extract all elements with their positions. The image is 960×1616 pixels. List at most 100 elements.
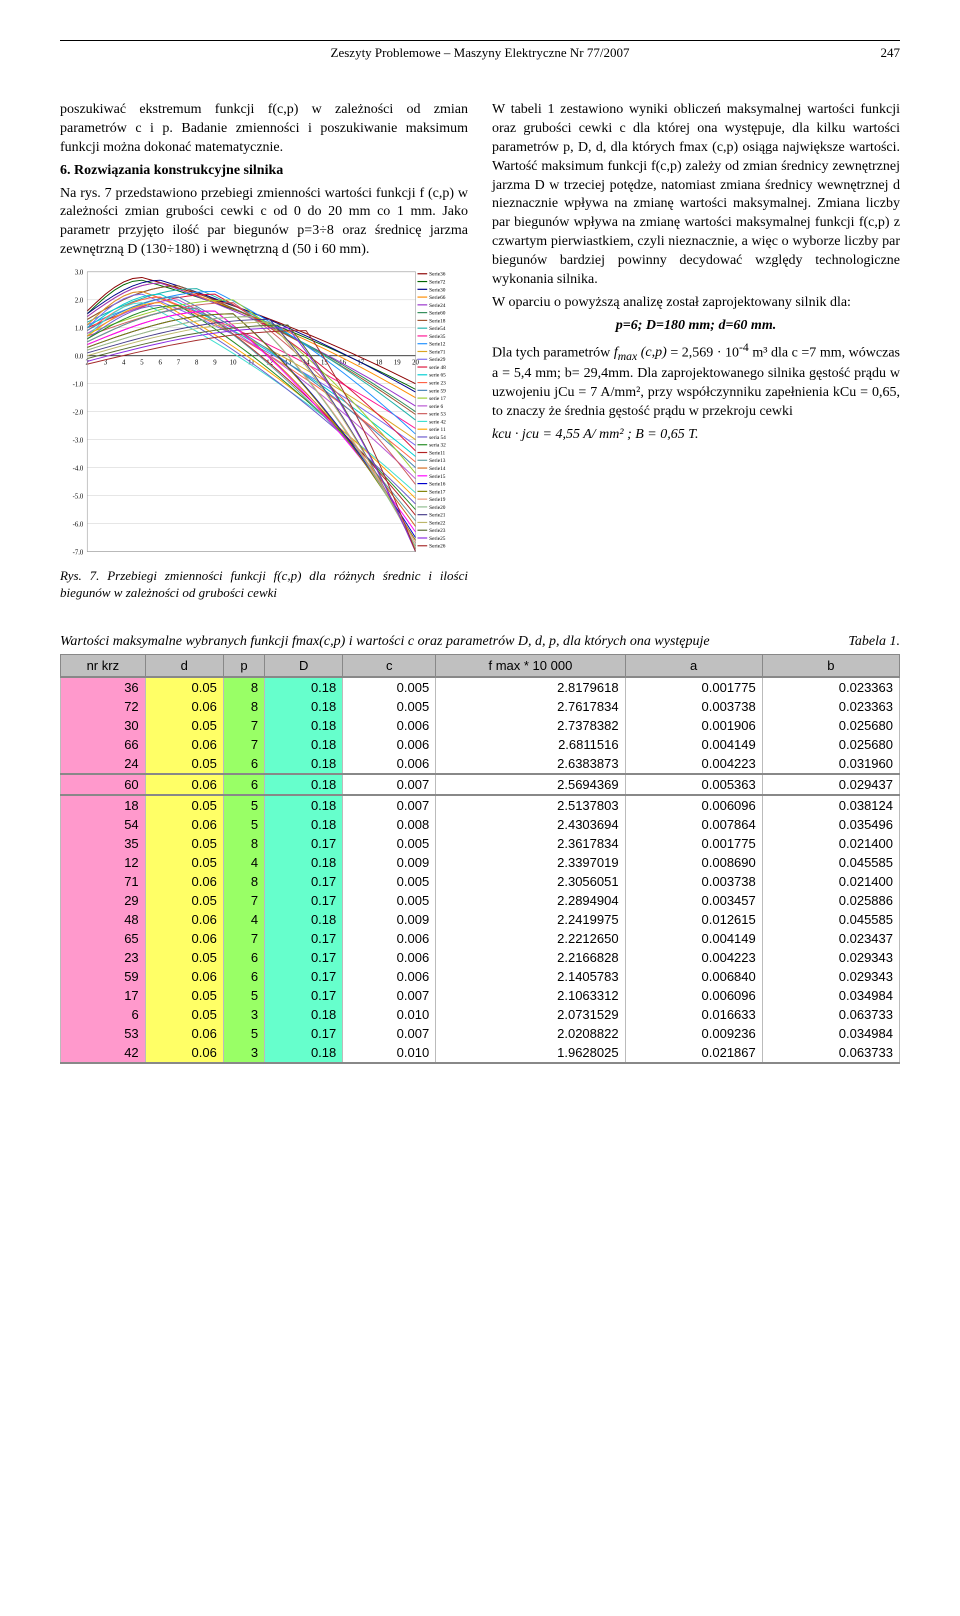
table-row: 240.0560.180.0062.63838730.0042230.03196… [61, 754, 900, 774]
table-cell: 0.029437 [762, 774, 899, 795]
table-cell: 2.0731529 [436, 1005, 625, 1024]
table-cell: 0.009 [343, 910, 436, 929]
svg-text:Serie18: Serie18 [429, 318, 446, 324]
svg-text:2.0: 2.0 [75, 298, 84, 305]
table-cell: 0.06 [145, 967, 223, 986]
table-cell: 42 [61, 1043, 146, 1063]
svg-text:serie 48: serie 48 [429, 365, 446, 371]
table-row: 170.0550.170.0072.10633120.0060960.03498… [61, 986, 900, 1005]
table-col-header: p [223, 655, 264, 678]
table-cell: 0.023437 [762, 929, 899, 948]
table-cell: 0.05 [145, 1005, 223, 1024]
svg-text:Serie20: Serie20 [429, 505, 446, 511]
svg-text:Serie29: Serie29 [429, 357, 446, 363]
table-cell: 0.016633 [625, 1005, 762, 1024]
table-cell: 7 [223, 929, 264, 948]
svg-text:1.0: 1.0 [75, 326, 84, 333]
table-cell: 0.05 [145, 677, 223, 697]
section-6-heading: 6. Rozwiązania konstrukcyjne silnika [60, 162, 468, 181]
right-column: W tabeli 1 zestawiono wyniki obliczeń ma… [492, 101, 900, 606]
table-cell: 0.18 [265, 697, 343, 716]
table-cell: 0.007 [343, 774, 436, 795]
table-row: 650.0670.170.0062.22126500.0041490.02343… [61, 929, 900, 948]
svg-text:Serie19: Serie19 [429, 497, 446, 503]
svg-text:8: 8 [195, 360, 199, 367]
table-cell: 0.18 [265, 735, 343, 754]
svg-text:3.0: 3.0 [75, 270, 84, 277]
table-cell: 0.029343 [762, 948, 899, 967]
table-cell: 4 [223, 910, 264, 929]
table-cell: 0.034984 [762, 986, 899, 1005]
svg-text:serie 59: serie 59 [429, 388, 446, 394]
svg-text:serie 17: serie 17 [429, 396, 446, 402]
table-cell: 66 [61, 735, 146, 754]
table-cell: 29 [61, 891, 146, 910]
svg-text:Serie30: Serie30 [429, 287, 446, 293]
table-cell: 24 [61, 754, 146, 774]
svg-text:Serie23: Serie23 [429, 528, 446, 534]
table-cell: 5 [223, 1024, 264, 1043]
table-col-header: D [265, 655, 343, 678]
table-cell: 0.06 [145, 697, 223, 716]
page-number: 247 [881, 45, 901, 61]
table-cell: 12 [61, 853, 146, 872]
table-cell: 2.3617834 [436, 834, 625, 853]
table-cell: 0.038124 [762, 795, 899, 815]
svg-text:serie 53: serie 53 [429, 412, 446, 418]
svg-text:-4.0: -4.0 [73, 466, 84, 473]
table-cell: 0.006 [343, 948, 436, 967]
svg-text:Serie13: Serie13 [429, 458, 446, 464]
right-p2: W oparciu o powyższą analizę został zapr… [492, 294, 900, 313]
figure-7-chart: -7.0-6.0-5.0-4.0-3.0-2.0-1.00.01.02.03.0… [60, 266, 468, 564]
table-cell: 72 [61, 697, 146, 716]
table-cell: 2.8179618 [436, 677, 625, 697]
svg-text:serie 65: serie 65 [429, 373, 446, 379]
table-cell: 17 [61, 986, 146, 1005]
table-cell: 0.004149 [625, 929, 762, 948]
svg-text:seria 32: seria 32 [429, 443, 446, 449]
table-cell: 30 [61, 716, 146, 735]
svg-text:6: 6 [158, 360, 162, 367]
table-cell: 0.003738 [625, 697, 762, 716]
table-cell: 7 [223, 716, 264, 735]
svg-text:10: 10 [230, 360, 237, 367]
table-cell: 0.001906 [625, 716, 762, 735]
table-row: 120.0540.180.0092.33970190.0086900.04558… [61, 853, 900, 872]
table-cell: 35 [61, 834, 146, 853]
svg-text:Serie25: Serie25 [429, 536, 446, 542]
table-row: 290.0570.170.0052.28949040.0034570.02588… [61, 891, 900, 910]
svg-text:-6.0: -6.0 [73, 522, 84, 529]
svg-text:18: 18 [376, 360, 383, 367]
svg-text:serie 11: serie 11 [429, 427, 446, 433]
table-cell: 54 [61, 815, 146, 834]
table-cell: 3 [223, 1005, 264, 1024]
table-cell: 0.009236 [625, 1024, 762, 1043]
svg-text:Serie22: Serie22 [429, 521, 446, 527]
table-cell: 0.001775 [625, 677, 762, 697]
table-cell: 0.009 [343, 853, 436, 872]
table-cell: 6 [61, 1005, 146, 1024]
svg-text:Serie54: Serie54 [429, 326, 446, 332]
table-cell: 0.025886 [762, 891, 899, 910]
table-cell: 0.006 [343, 754, 436, 774]
table-cell: 2.2212650 [436, 929, 625, 948]
left-p2: Na rys. 7 przedstawiono przebiegi zmienn… [60, 185, 468, 261]
table-cell: 0.05 [145, 754, 223, 774]
table-cell: 2.1063312 [436, 986, 625, 1005]
svg-text:Serie36: Serie36 [429, 272, 446, 278]
left-p1: poszukiwać ekstremum funkcji f(c,p) w za… [60, 101, 468, 158]
table-cell: 0.031960 [762, 754, 899, 774]
page-header: Zeszyty Problemowe – Maszyny Elektryczne… [60, 40, 900, 61]
table-cell: 0.035496 [762, 815, 899, 834]
svg-text:Serie71: Serie71 [429, 350, 446, 356]
table-cell: 0.010 [343, 1005, 436, 1024]
table-cell: 0.18 [265, 910, 343, 929]
table-cell: 0.06 [145, 872, 223, 891]
table-cell: 0.006 [343, 967, 436, 986]
table-cell: 0.18 [265, 815, 343, 834]
table-cell: 2.0208822 [436, 1024, 625, 1043]
left-column: poszukiwać ekstremum funkcji f(c,p) w za… [60, 101, 468, 606]
svg-text:-3.0: -3.0 [73, 438, 84, 445]
table-row: 720.0680.180.0052.76178340.0037380.02336… [61, 697, 900, 716]
journal-title: Zeszyty Problemowe – Maszyny Elektryczne… [331, 45, 630, 60]
